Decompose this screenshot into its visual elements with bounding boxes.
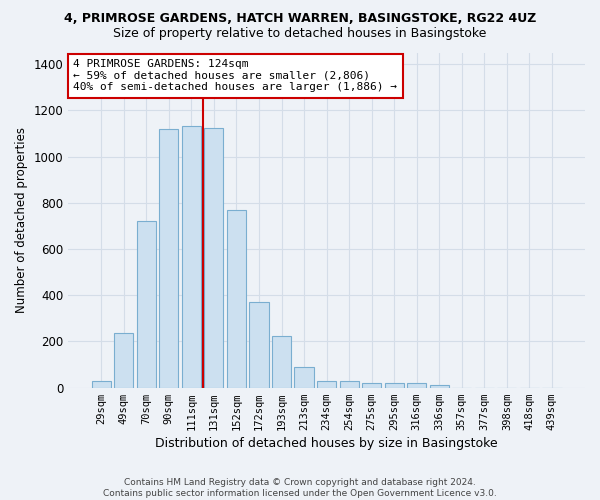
Bar [317, 381, 336, 388]
Bar [92, 381, 111, 388]
Y-axis label: Number of detached properties: Number of detached properties [15, 127, 28, 313]
Bar [137, 222, 156, 388]
Bar [295, 367, 314, 388]
Bar [227, 210, 246, 388]
Bar [430, 386, 449, 388]
Text: 4, PRIMROSE GARDENS, HATCH WARREN, BASINGSTOKE, RG22 4UZ: 4, PRIMROSE GARDENS, HATCH WARREN, BASIN… [64, 12, 536, 26]
Bar [205, 128, 223, 388]
Text: Size of property relative to detached houses in Basingstoke: Size of property relative to detached ho… [113, 28, 487, 40]
Text: 4 PRIMROSE GARDENS: 124sqm
← 59% of detached houses are smaller (2,806)
40% of s: 4 PRIMROSE GARDENS: 124sqm ← 59% of deta… [73, 59, 397, 92]
Bar [340, 381, 359, 388]
X-axis label: Distribution of detached houses by size in Basingstoke: Distribution of detached houses by size … [155, 437, 498, 450]
Bar [272, 336, 291, 388]
Bar [114, 334, 133, 388]
Bar [362, 383, 381, 388]
Bar [250, 302, 269, 388]
Bar [385, 383, 404, 388]
Bar [182, 126, 201, 388]
Bar [407, 383, 426, 388]
Text: Contains HM Land Registry data © Crown copyright and database right 2024.
Contai: Contains HM Land Registry data © Crown c… [103, 478, 497, 498]
Bar [159, 129, 178, 388]
